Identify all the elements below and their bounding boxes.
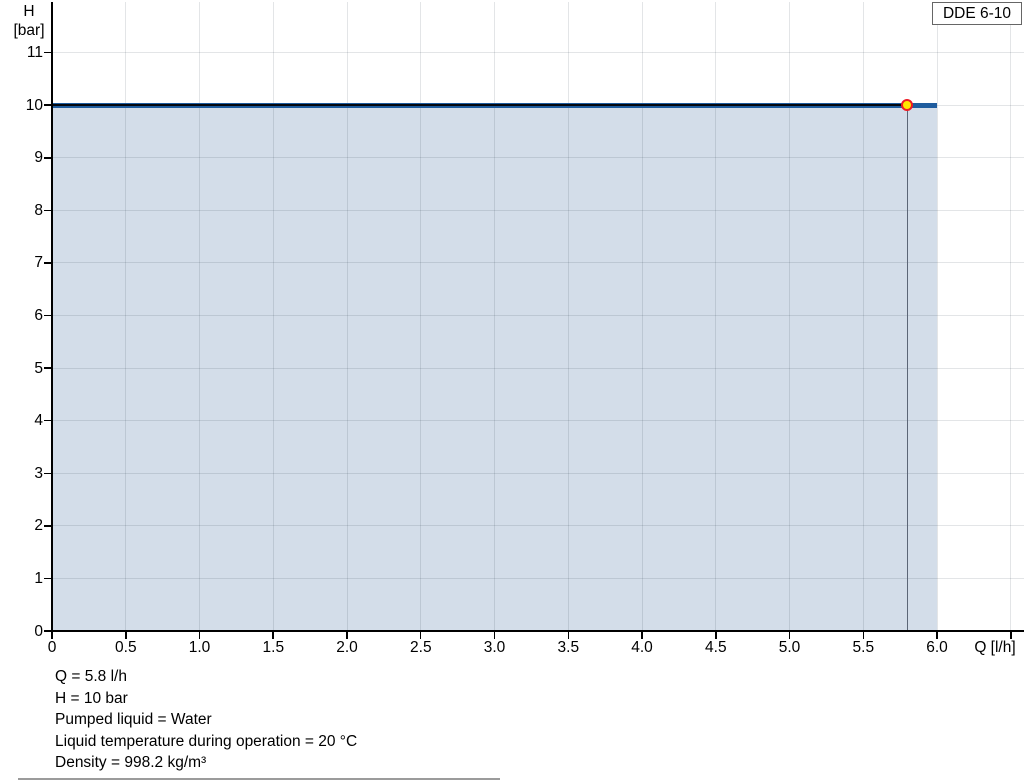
x-tick-label: 5.0 [778,639,801,656]
x-tick [493,632,496,639]
result-line: H = 10 bar [55,689,128,707]
gridline-v [199,2,200,631]
x-tick [346,632,348,639]
y-tick-label: 1 [34,569,43,587]
pump-curve-selected-segment [52,103,908,107]
gridline-h [51,157,1024,159]
x-tick [51,632,53,639]
y-tick [44,51,51,54]
y-tick [44,630,51,632]
x-tick-label: 6.0 [926,639,948,656]
gridline-h [51,472,1024,474]
gridline-v [641,2,643,631]
y-tick-label: 2 [34,517,43,535]
x-axis-line [50,630,1024,632]
gridline-h [51,52,1024,54]
gridline-v [125,2,127,631]
x-tick-label: 2.5 [410,639,432,656]
x-tick-label: 1.0 [188,639,211,656]
x-tick-label: 5.5 [852,639,875,656]
y-tick-label: 3 [34,464,43,482]
gridline-h [51,367,1024,369]
gridline-h [51,262,1024,264]
y-tick [44,157,51,159]
gridline-v [272,2,274,631]
x-tick [125,632,127,639]
x-tick-label: 4.0 [631,639,653,656]
gridline-h [51,315,1024,316]
x-tick [567,632,570,639]
gridline-v [494,2,495,631]
y-tick [44,367,51,369]
y-tick-label: 6 [34,307,43,324]
duty-analysis-results: Q = 5.8 l/h H = 10 bar Pumped liquid = Wat… [55,666,357,774]
gridline-v [936,2,938,631]
y-tick-label: 5 [34,359,43,377]
y-tick [44,577,51,580]
gridline-h [51,577,1024,579]
y-tick [44,314,51,317]
y-tick-label: 9 [34,149,43,167]
cropped-element-edge [18,778,500,780]
result-line: Pumped liquid = Water [55,711,212,728]
x-tick [272,632,274,639]
x-tick-label: 0.5 [115,639,137,656]
gridline-v [862,2,864,631]
x-tick [788,632,791,639]
y-tick-label: 8 [34,201,43,219]
curve-fill-area [52,105,937,631]
gridline-h [51,525,1024,527]
x-tick-label: 0 [47,639,57,656]
duty-point-marker[interactable] [901,98,913,111]
x-tick [641,632,643,639]
result-line: Liquid temperature during operation = 20… [55,732,358,750]
duty-point-drop-line [906,107,909,631]
gridline-v [567,2,569,631]
x-tick [1010,632,1012,639]
x-tick-label: 2.0 [336,639,358,656]
x-tick-label: 3.0 [483,639,506,656]
x-tick [198,632,201,639]
x-tick [936,632,938,639]
gridline-v [420,2,422,631]
gridline-v [346,2,348,631]
y-axis-title-unit: [bar] [13,21,45,39]
gridline-h [51,420,1024,422]
y-tick [44,472,51,475]
x-tick-label: 1.5 [262,639,285,656]
x-tick-label: 3.5 [557,639,580,656]
x-tick [862,632,865,639]
y-axis-title-symbol: H [23,3,35,20]
y-tick [44,104,51,106]
y-tick-label: 4 [34,412,43,430]
y-tick-label: 11 [26,44,43,62]
y-tick [44,209,51,212]
pump-model-badge: DDE 6-10 [932,2,1022,25]
y-tick-label: 10 [25,96,43,114]
x-tick-label: 4.5 [705,639,727,656]
y-tick [44,262,51,264]
y-tick-label: 7 [34,254,43,272]
result-line: Q = 5.8 l/h [55,668,127,685]
gridline-h [51,209,1024,211]
result-line: Density = 998.2 kg/m³ [55,754,207,771]
gridline-v [1010,2,1012,631]
y-tick [44,525,51,527]
y-axis-line [50,2,53,631]
y-tick-label: 0 [34,622,43,640]
y-axis-title: H [bar] [6,3,52,40]
x-tick [419,632,422,639]
gridline-v [715,2,717,631]
x-tick [715,632,717,639]
gridline-v [789,2,790,631]
y-tick [44,419,51,422]
x-axis-unit-label: Q [l/h] [974,639,1016,656]
